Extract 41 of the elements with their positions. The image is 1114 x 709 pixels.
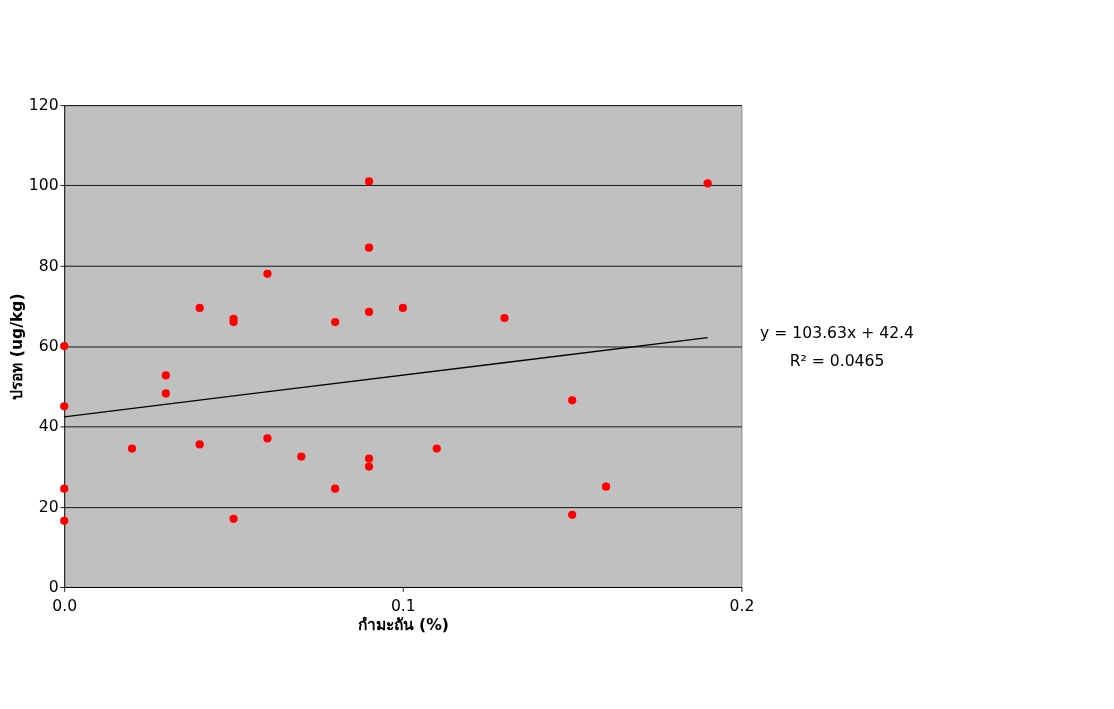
x-axis-title: กำมะถัน (%) xyxy=(357,616,449,635)
point xyxy=(161,371,170,380)
y-tick-label: 20 xyxy=(38,497,59,516)
point xyxy=(601,482,611,491)
text: y = 103.63x + 42.4 xyxy=(760,323,915,342)
y-tick-label: 60 xyxy=(38,336,59,355)
point xyxy=(568,396,577,405)
point xyxy=(331,317,340,327)
point xyxy=(60,516,69,525)
y-tick-label: 0 xyxy=(48,577,59,596)
point xyxy=(60,484,69,493)
y-tick-label: 120 xyxy=(28,95,59,114)
x-tick-label: 0.0 xyxy=(52,596,78,615)
point xyxy=(229,514,238,523)
point xyxy=(331,484,340,493)
point xyxy=(195,440,204,449)
point xyxy=(364,462,374,471)
point xyxy=(432,444,441,453)
point xyxy=(127,444,137,453)
point xyxy=(364,243,374,252)
point xyxy=(703,179,712,188)
point xyxy=(195,303,204,313)
point xyxy=(364,177,374,186)
point xyxy=(297,452,306,461)
point xyxy=(60,402,69,411)
x-tick-label: 0.2 xyxy=(729,596,755,615)
point xyxy=(568,510,577,519)
y-tick-label: 80 xyxy=(38,256,59,275)
point xyxy=(263,434,272,443)
point xyxy=(500,313,509,323)
point xyxy=(364,307,374,317)
y-tick-label: 100 xyxy=(28,176,59,195)
point xyxy=(161,389,170,398)
y-axis-title: ปรอท (ug/kg) xyxy=(7,293,26,400)
text: R² = 0.0465 xyxy=(789,351,885,370)
point xyxy=(398,303,407,313)
x-tick-label: 0.1 xyxy=(390,596,416,615)
point xyxy=(364,454,374,463)
y-tick-label: 40 xyxy=(38,417,59,436)
point xyxy=(263,269,272,278)
point xyxy=(60,341,69,351)
